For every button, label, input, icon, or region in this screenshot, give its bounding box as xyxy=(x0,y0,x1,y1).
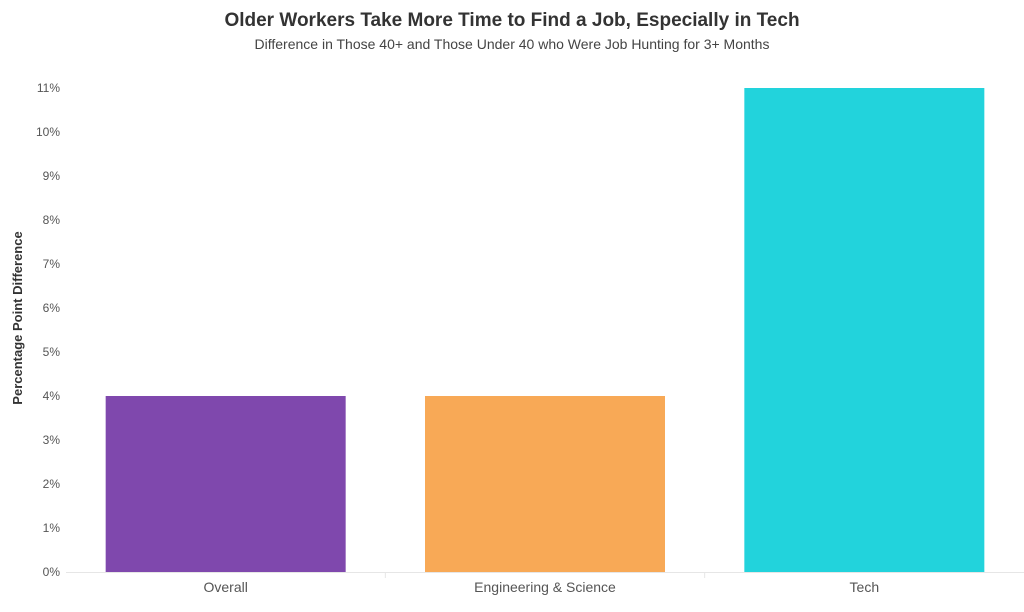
y-tick-label: 10% xyxy=(36,125,60,139)
y-tick-label: 3% xyxy=(43,433,61,447)
y-tick-label: 11% xyxy=(37,81,60,95)
y-tick-label: 0% xyxy=(43,565,61,579)
y-tick-label: 8% xyxy=(43,213,61,227)
x-axis: Overall Engineering & Science Tech xyxy=(66,572,1024,595)
y-tick-label: 5% xyxy=(43,345,61,359)
bars-group xyxy=(105,88,985,572)
x-tick-label: Engineering & Science xyxy=(474,579,616,595)
y-tick-label: 6% xyxy=(43,301,61,315)
chart-subtitle: Difference in Those 40+ and Those Under … xyxy=(254,36,770,52)
y-tick-label: 1% xyxy=(43,521,61,535)
x-tick-label: Overall xyxy=(203,579,247,595)
y-tick-label: 7% xyxy=(43,257,61,271)
y-tick-label: 2% xyxy=(43,477,61,491)
bar-tech[interactable] xyxy=(744,88,985,572)
bar-engineering-science[interactable] xyxy=(425,396,665,572)
y-axis-label: Percentage Point Difference xyxy=(10,231,25,404)
chart-title: Older Workers Take More Time to Find a J… xyxy=(224,10,800,31)
x-tick-label: Tech xyxy=(850,579,880,595)
bar-overall[interactable] xyxy=(105,396,346,572)
y-tick-label: 9% xyxy=(43,169,61,183)
y-tick-label: 4% xyxy=(43,389,61,403)
y-axis: 0% 1% 2% 3% 4% 5% 6% 7% 8% 9% 10% 11% xyxy=(36,81,60,579)
